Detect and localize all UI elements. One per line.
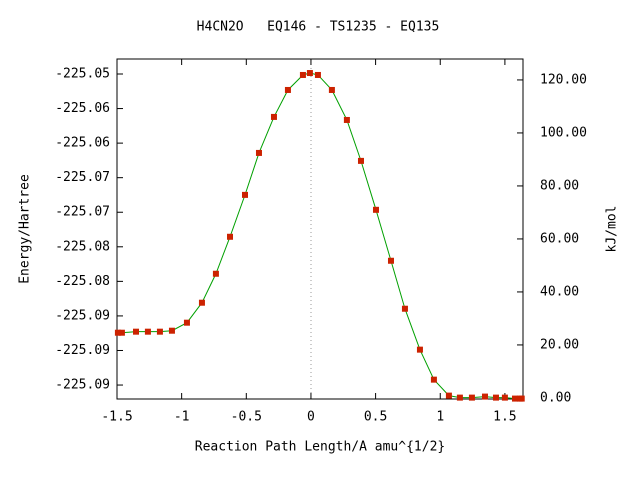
point [416, 346, 423, 353]
point [227, 233, 234, 240]
y-tick-label: -225.09 [55, 343, 110, 358]
point [306, 70, 313, 77]
point [468, 394, 475, 401]
point [284, 86, 291, 93]
x-axis-label: Reaction Path Length/A amu^{1/2} [195, 440, 445, 455]
point [168, 327, 175, 334]
y-tick-label: -225.06 [55, 136, 110, 151]
point [242, 191, 249, 198]
point [133, 328, 140, 335]
x-tick-label: 1.5 [493, 410, 516, 425]
y2-tick-label: 40.00 [540, 284, 579, 299]
point [387, 257, 394, 264]
point [357, 157, 364, 164]
line [117, 72, 522, 400]
point [445, 392, 452, 399]
point [255, 149, 262, 156]
point [456, 394, 463, 401]
point [501, 394, 508, 401]
y-tick-label: -225.08 [55, 239, 110, 254]
chart-title: H4CN2O EQ146 - TS1235 - EQ135 [197, 20, 440, 35]
y-tick-label: -225.05 [55, 66, 110, 81]
point [481, 393, 488, 400]
x-tick-label: 1 [436, 410, 444, 425]
point [144, 328, 151, 335]
x-tick-label: -1 [174, 410, 190, 425]
point [492, 394, 499, 401]
y-tick-label: -225.06 [55, 101, 110, 116]
y-tick-label: -225.09 [55, 378, 110, 393]
y-tick-label: -225.08 [55, 274, 110, 289]
point [212, 270, 219, 277]
point [314, 71, 321, 78]
point [114, 329, 121, 336]
y-axis-label: Energy/Hartree [18, 174, 33, 284]
point [372, 206, 379, 213]
point [328, 86, 335, 93]
x-tick-label: 0 [307, 410, 315, 425]
y-tick-label: -225.07 [55, 170, 110, 185]
point [156, 328, 163, 335]
x-tick-label: -0.5 [231, 410, 262, 425]
y2-tick-label: 20.00 [540, 337, 579, 352]
plot-frame [116, 58, 524, 400]
y2-tick-label: 0.00 [540, 390, 571, 405]
y2-tick-label: 100.00 [540, 125, 587, 140]
point [511, 395, 518, 402]
point [343, 116, 350, 123]
point [518, 395, 525, 402]
y2-tick-label: 80.00 [540, 178, 579, 193]
y2-axis-label: kJ/mol [605, 206, 620, 253]
y-tick-label: -225.09 [55, 308, 110, 323]
y-tick-label: -225.07 [55, 205, 110, 220]
y2-tick-label: 60.00 [540, 231, 579, 246]
x-tick-label: -1.5 [101, 410, 132, 425]
point [401, 305, 408, 312]
point [198, 299, 205, 306]
point [183, 319, 190, 326]
point [118, 329, 125, 336]
y2-tick-label: 120.00 [540, 72, 587, 87]
point [270, 113, 277, 120]
point [299, 71, 306, 78]
x-tick-label: 0.5 [364, 410, 387, 425]
point [430, 376, 437, 383]
